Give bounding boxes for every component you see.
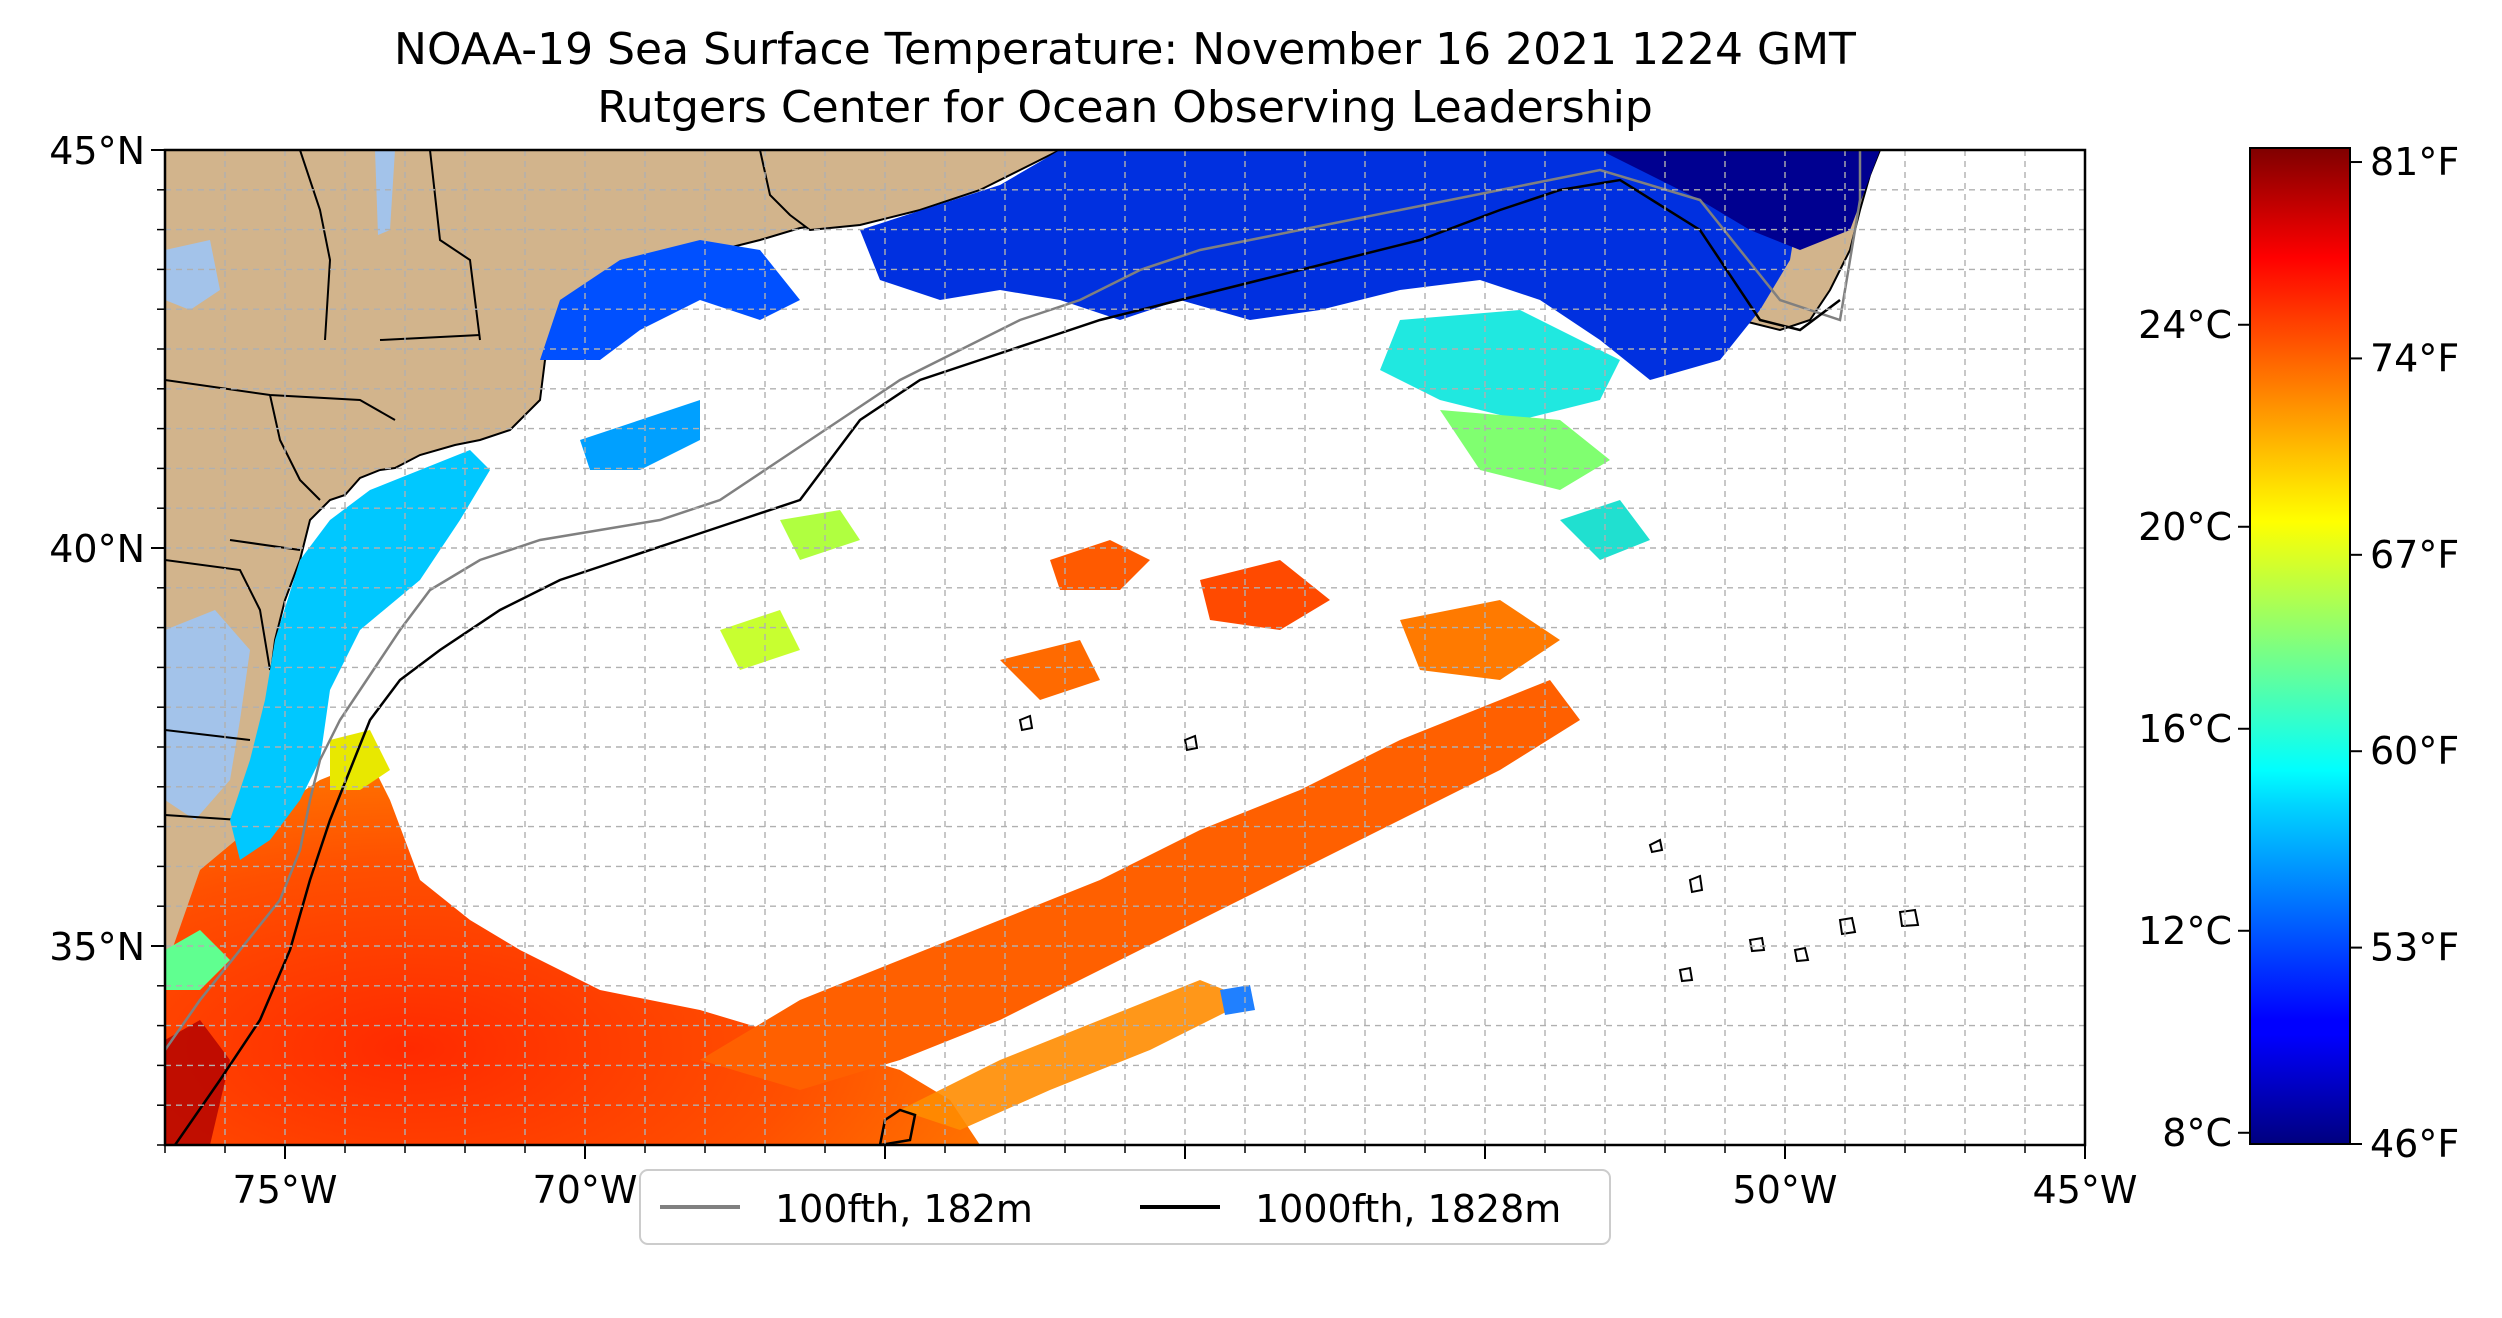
sst-warm-patch (1400, 600, 1560, 680)
sst-warm-patch (1200, 560, 1330, 630)
colorbar-c-label: 8°C (2162, 1111, 2232, 1155)
sst-warm-band (900, 980, 1250, 1130)
legend: 100fth, 182m 1000fth, 1828m (639, 1169, 1611, 1245)
seamount-contour (1898, 908, 1920, 928)
seamount-contour (1018, 714, 1034, 732)
sst-warm-band (700, 680, 1580, 1090)
sst-warm-patch (1000, 640, 1100, 700)
map-gridlines (165, 150, 2085, 1145)
colorbar-c-label: 12°C (2138, 909, 2232, 953)
colorbar: 46°F 53°F 60°F 67°F 74°F 81°F 8°C 12°C 16°C 20°C 2… (2138, 140, 2459, 1166)
sst-map: 75°W70°W65°W60°W55°W50°W45°W35°N40°N45°N (49, 129, 2137, 1212)
sst-coastal-cyan (230, 450, 490, 860)
sst-dark-red (165, 1020, 230, 1145)
legend-box (639, 1169, 1611, 1245)
sst-north-cyan (1380, 310, 1620, 420)
colorbar-gradient (2249, 147, 2351, 1145)
lat-tick-label: 35°N (49, 925, 145, 969)
seamount-contour (1648, 838, 1664, 854)
colorbar-c-label: 20°C (2138, 505, 2232, 549)
isobaths (165, 150, 1920, 1145)
sst-mid-blue (1220, 985, 1255, 1015)
colorbar-c-label: 24°C (2138, 303, 2232, 347)
seamount-contour (1793, 946, 1810, 963)
inland-water-lake (375, 150, 395, 235)
sst-gulf-of-maine-cyan (580, 400, 700, 470)
colorbar-f-label: 46°F (2370, 1122, 2459, 1166)
lat-tick-label: 40°N (49, 527, 145, 571)
sst-coastal-green (165, 930, 230, 990)
colorbar-ticks: 46°F 53°F 60°F 67°F 74°F 81°F 8°C 12°C 16°C 20°C 2… (2138, 140, 2459, 1166)
colorbar-f-label: 74°F (2370, 336, 2459, 380)
seamount-contour (878, 1108, 917, 1145)
colorbar-f-label: 60°F (2370, 729, 2459, 773)
colorbar-c-label: 16°C (2138, 707, 2232, 751)
legend-label-1000fth: 1000fth, 1828m (1255, 1187, 1561, 1231)
land-nova-scotia (758, 150, 1061, 232)
map-title: NOAA-19 Sea Surface Temperature: Novembe… (394, 24, 1856, 75)
sst-north-green (1440, 410, 1610, 490)
lon-tick-label: 45°W (2033, 1168, 2138, 1212)
colorbar-f-label: 81°F (2370, 140, 2459, 184)
colorbar-f-label: 67°F (2370, 533, 2459, 577)
lon-tick-label: 70°W (533, 1168, 638, 1212)
lon-tick-label: 50°W (1733, 1168, 1838, 1212)
sst-north-band (860, 150, 1860, 380)
inland-water-lake (165, 240, 220, 310)
isobath-1000fth (173, 178, 1841, 1145)
seamount-contour (1748, 936, 1766, 953)
inland-water-bay (165, 610, 250, 820)
isobath-100fth (165, 150, 1862, 1051)
legend-label-100fth: 100fth, 182m (775, 1187, 1033, 1231)
sst-warm-patch (1050, 540, 1150, 590)
sst-mid-green (720, 610, 800, 670)
state-borders (165, 150, 481, 821)
sst-field (165, 150, 1880, 1145)
seamount-contour (1688, 874, 1704, 894)
seamount-contour (1838, 916, 1857, 936)
sst-mid-green (780, 510, 860, 560)
colorbar-f-label: 53°F (2370, 926, 2459, 970)
lon-tick-label: 75°W (233, 1168, 338, 1212)
lat-tick-label: 45°N (49, 129, 145, 173)
seamount-contour (1183, 734, 1199, 752)
seamount-contour (1678, 966, 1694, 983)
map-subtitle: Rutgers Center for Ocean Observing Leade… (597, 82, 1653, 133)
sst-north-dark (1600, 150, 1880, 250)
